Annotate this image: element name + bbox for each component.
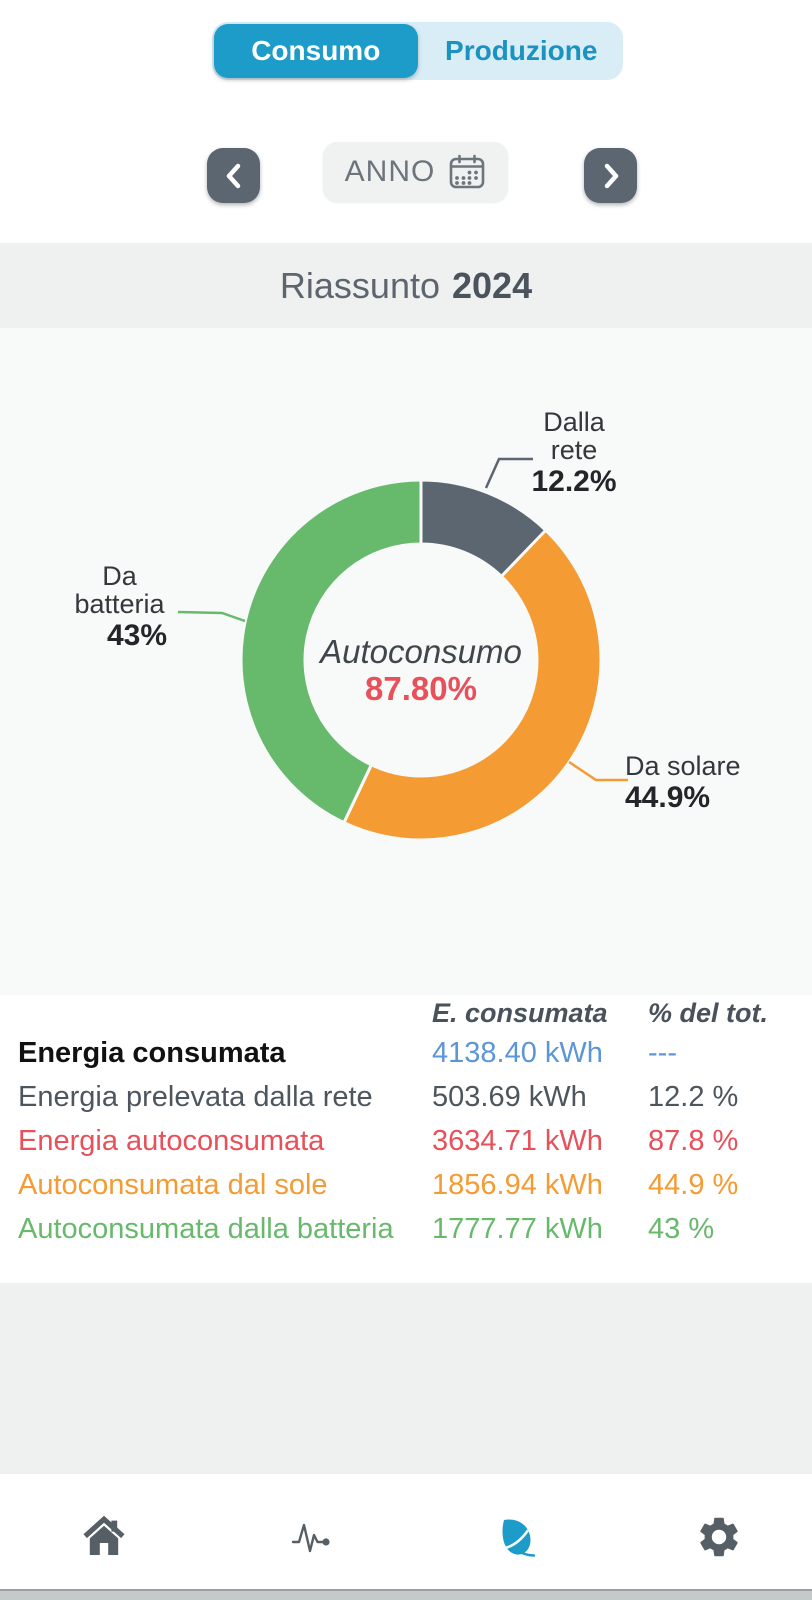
donut-slice-da-batteria[interactable] [239,478,423,825]
row-value: 503.69 kWh [432,1081,587,1113]
period-selector[interactable]: ANNO [323,142,508,202]
summary-title-year: 2024 [452,264,533,306]
tab-produzione[interactable]: Produzione [420,22,624,80]
activity-pulse-icon [291,1523,330,1553]
slice-pct-dalla-rete: 12.2% [531,465,617,498]
row-value: 1777.77 kWh [432,1213,603,1245]
donut-center-text: Autoconsumo 87.80% [271,634,571,708]
connector-da-solare [568,760,628,782]
column-header-consumed: E. consumata [432,998,608,1028]
slice-pct-da-solare: 44.9% [625,781,711,814]
tab-consumo[interactable]: Consumo [214,24,418,78]
slice-label-da-solare: Da solare 44.9% [625,752,741,813]
row-percent: --- [648,1037,677,1069]
bottom-nav-bar [0,1474,812,1600]
slice-pct-da-batteria: 43% [106,619,167,652]
row-percent: 43 % [648,1213,715,1245]
row-label: Energia consumata [18,1037,286,1069]
row-percent: 44.9 % [648,1169,739,1201]
chevron-left-icon [226,163,240,188]
chevron-right-icon [604,163,618,188]
lower-spacer [0,1283,812,1474]
nav-home-button[interactable] [80,1513,128,1561]
donut-chart-section: Dalla rete 12.2% Da batteria 43% Da sola… [0,328,812,995]
row-percent: 12.2 % [648,1081,739,1113]
slice-label-da-batteria-line1: Da [102,561,137,591]
table-row: Autoconsumata dal sole 1856.94 kWh 44.9 … [0,1163,812,1207]
row-label: Energia autoconsumata [18,1125,325,1157]
table-row: Energia autoconsumata 3634.71 kWh 87.8 % [0,1119,812,1163]
slice-label-dalla-rete-line1: Dalla [543,407,605,437]
leaf-icon [502,1519,536,1557]
row-label: Autoconsumata dal sole [18,1169,328,1201]
table-row: Energia consumata 4138.40 kWh --- [0,1031,812,1075]
home-icon [83,1515,125,1555]
row-value: 1856.94 kWh [432,1169,603,1201]
connector-da-batteria [177,610,246,623]
slice-label-dalla-rete-line2: rete [550,435,598,465]
calendar-icon [450,154,485,189]
tab-consumo-label: Consumo [251,35,381,66]
row-percent: 87.8 % [648,1125,739,1157]
consumption-production-toggle: Consumo Produzione [212,22,623,80]
summary-title-prefix: Riassunto [279,264,440,306]
donut-slice-da-solare[interactable] [342,528,603,842]
row-label: Energia prelevata dalla rete [18,1081,373,1113]
slice-label-dalla-rete: Dalla rete 12.2% [504,408,644,497]
period-label: ANNO [344,155,436,188]
connector-dalla-rete [484,457,533,489]
gear-icon [700,1517,738,1557]
nav-activity-button[interactable] [285,1513,333,1561]
row-value: 4138.40 kWh [432,1037,603,1069]
table-row: Autoconsumata dalla batteria 1777.77 kWh… [0,1207,812,1251]
table-row: Energia prelevata dalla rete 503.69 kWh … [0,1075,812,1119]
energy-summary-table: E. consumata % del tot. Energia consumat… [0,995,812,1283]
autoconsumo-value: 87.80% [365,670,477,707]
nav-settings-button[interactable] [695,1513,743,1561]
tab-produzione-label: Produzione [445,35,598,66]
row-label: Autoconsumata dalla batteria [18,1213,394,1245]
autoconsumo-label: Autoconsumo [320,633,522,670]
row-value: 3634.71 kWh [432,1125,603,1157]
slice-label-da-batteria-line2: batteria [74,589,165,619]
slice-label-da-solare-line1: Da solare [625,751,741,781]
nav-energy-leaf-button[interactable] [490,1513,538,1561]
home-indicator-strip [0,1589,812,1600]
summary-title: Riassunto 2024 [0,243,812,328]
previous-period-button[interactable] [207,148,260,203]
slice-label-da-batteria: Da batteria 43% [72,562,167,651]
column-header-percent: % del tot. [648,998,768,1028]
donut-chart[interactable] [0,328,812,995]
next-period-button[interactable] [584,148,637,203]
